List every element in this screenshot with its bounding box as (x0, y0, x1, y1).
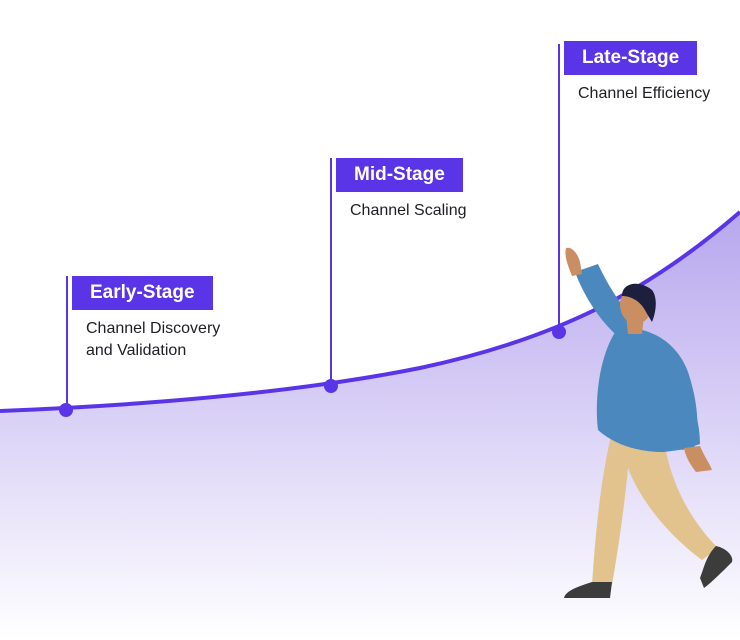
stage-marker-dot-late (552, 325, 566, 339)
growth-curve-line (0, 210, 740, 413)
person-hair (622, 283, 656, 322)
curve-area-fill (0, 212, 740, 640)
stage-early: Early-Stage Channel Discovery and Valida… (72, 276, 220, 362)
person-shoe-right (700, 546, 733, 588)
person-pants (592, 432, 718, 585)
person-raised-arm (575, 264, 640, 340)
person-shoe-left (564, 582, 612, 598)
person-shirt (596, 327, 698, 452)
stage-late: Late-Stage Channel Efficiency (564, 41, 710, 105)
person-lower-arm (662, 370, 700, 450)
person-lower-hand (684, 446, 712, 472)
stage-description-late: Channel Efficiency (578, 85, 711, 102)
stage-description-mid: Channel Scaling (350, 202, 467, 219)
stage-label-early: Early-Stage (72, 276, 213, 310)
stage-label-late: Late-Stage (564, 41, 698, 75)
person-illustration (564, 247, 733, 598)
stage-mid: Mid-Stage Channel Scaling (336, 158, 467, 222)
person-raised-hand (565, 247, 582, 276)
stage-marker-dot-early (59, 403, 73, 417)
stage-description-early: Channel Discovery and Validation (86, 320, 221, 359)
stage-label-mid: Mid-Stage (336, 158, 463, 192)
stage-marker-dot-mid (324, 379, 338, 393)
